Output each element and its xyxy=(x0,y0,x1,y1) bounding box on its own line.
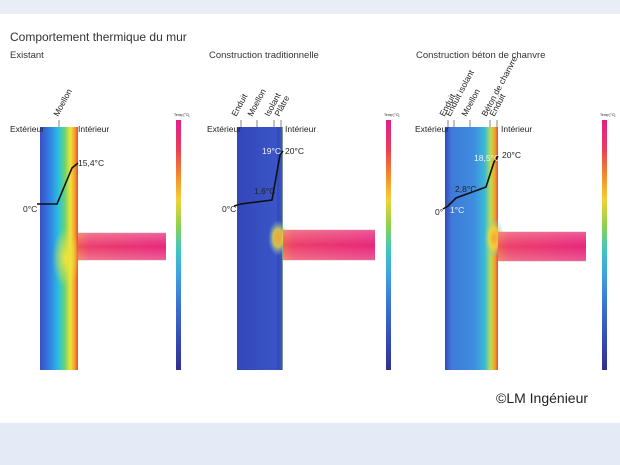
panel-3-title: Construction béton de chanvre xyxy=(416,50,546,61)
panel-3-temp-enduit: 1°C xyxy=(450,205,465,215)
panel-2-drawing xyxy=(233,120,391,370)
panel-2-temp-outside: 0°C xyxy=(222,204,237,214)
panel-2-temp-moellon: 1,6°C xyxy=(254,186,276,196)
figure-title: Comportement thermique du mur xyxy=(10,30,187,44)
panel-3-temp-moellon: 2,8°C xyxy=(455,184,477,194)
panel-1-temp-inside: 15,4°C xyxy=(78,158,105,168)
panel-3-temp-chanvre: 18,5°C xyxy=(474,153,501,163)
panel-3-outside-label: Extérieur xyxy=(415,124,450,134)
panel-1-drawing xyxy=(37,120,181,370)
panel-2-inside-label: Intérieur xyxy=(285,124,317,134)
bottom-band xyxy=(0,423,620,465)
panel-3-temp-outside: 0° xyxy=(435,207,444,217)
panel-3-drawing xyxy=(442,120,607,370)
top-band xyxy=(0,0,620,14)
panel-2-title: Construction traditionnelle xyxy=(209,50,319,61)
figure-area xyxy=(0,14,620,423)
panel-3-inside-label: Intérieur xyxy=(501,124,533,134)
image-credit: ©LM Ingénieur xyxy=(496,390,589,406)
scale-2-label: Temp [°C] xyxy=(384,113,400,117)
panel-1-title: Existant xyxy=(10,50,44,61)
scale-3-label: Temp [°C] xyxy=(600,113,616,117)
panel-1-inside-label: Intérieur xyxy=(78,124,110,134)
panel-1-temp-outside: 0°C xyxy=(23,204,38,214)
panel-2-temp-inside: 20°C xyxy=(285,146,304,156)
panel-2-temp-isolant: 19°C xyxy=(262,146,281,156)
panel-3-temp-inside: 20°C xyxy=(502,150,521,160)
scale-1-label: Temp [°C] xyxy=(174,113,190,117)
panel-2-outside-label: Extérieur xyxy=(207,124,242,134)
panel-1-outside-label: Extérieur xyxy=(10,124,45,134)
